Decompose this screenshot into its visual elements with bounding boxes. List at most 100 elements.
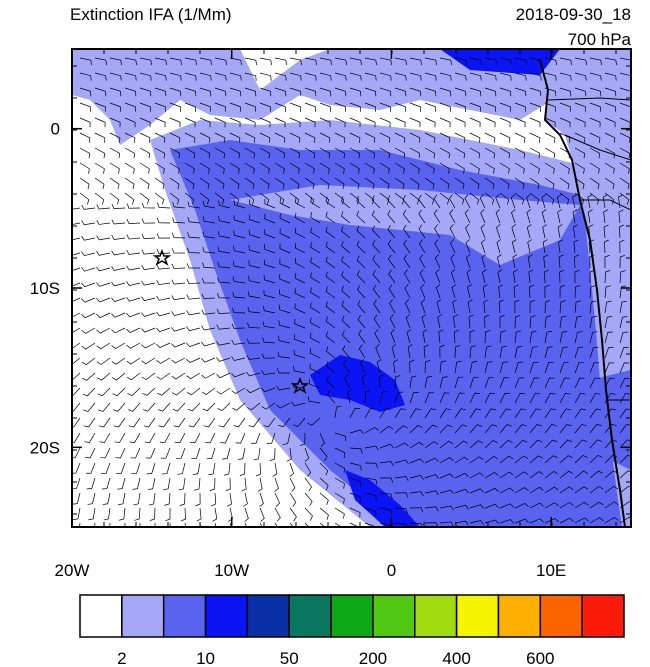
wind-barb xyxy=(231,372,246,378)
wind-barb xyxy=(372,269,381,284)
colorbar-label: 200 xyxy=(359,649,387,667)
wind-barb xyxy=(409,147,421,159)
wind-barb xyxy=(469,132,481,143)
wind-barb xyxy=(544,315,552,329)
wind-barb xyxy=(469,392,480,404)
wind-barb xyxy=(72,372,81,381)
wind-barb xyxy=(171,263,186,269)
wind-barb xyxy=(394,177,405,190)
wind-barb xyxy=(214,147,226,159)
wind-barb xyxy=(309,363,321,374)
wind-barb xyxy=(327,390,336,404)
wind-barb xyxy=(514,177,525,190)
wind-barb xyxy=(527,254,533,269)
wind-barb xyxy=(379,492,393,499)
wind-barb xyxy=(424,87,437,97)
wind-barb xyxy=(154,162,165,174)
wind-barb xyxy=(469,192,480,205)
wind-barb xyxy=(199,102,211,112)
wind-barb xyxy=(529,361,539,374)
wind-barb xyxy=(484,440,498,449)
wind-barb xyxy=(495,209,501,224)
wind-barb xyxy=(495,194,501,209)
wind-barb xyxy=(454,192,465,205)
wind-barb xyxy=(464,194,471,209)
wind-barb xyxy=(205,432,216,444)
wind-barb xyxy=(604,316,613,329)
wind-barb xyxy=(484,147,496,159)
wind-barb xyxy=(81,312,96,319)
wind-barb xyxy=(499,87,512,97)
wind-barb xyxy=(409,408,421,419)
wind-barb xyxy=(424,474,439,479)
wind-barb xyxy=(544,470,559,479)
wind-barb xyxy=(619,192,630,205)
wind-barb xyxy=(589,177,600,190)
wind-barb xyxy=(529,502,544,509)
wind-barb xyxy=(480,224,486,239)
wind-barb xyxy=(180,507,186,522)
wind-barb xyxy=(469,504,484,509)
wind-barb xyxy=(310,287,321,299)
wind-barb xyxy=(126,218,141,224)
wind-barb xyxy=(214,72,227,81)
wind-barb xyxy=(326,375,336,389)
wind-barb xyxy=(409,177,420,190)
wind-barb xyxy=(72,252,81,256)
wind-barb xyxy=(449,224,456,239)
wind-barb xyxy=(244,57,257,66)
wind-barb xyxy=(439,87,452,97)
wind-barb xyxy=(602,194,608,209)
wind-barb xyxy=(393,359,399,374)
wind-barb xyxy=(379,147,391,159)
wind-barb xyxy=(529,177,540,190)
wind-barb xyxy=(514,424,527,434)
wind-barb xyxy=(325,271,336,284)
wind-barb xyxy=(202,247,216,254)
wind-barb xyxy=(589,162,600,174)
wind-barb xyxy=(247,291,261,299)
wind-barb xyxy=(216,340,231,346)
wind-barb xyxy=(574,72,587,81)
wind-barb xyxy=(409,117,421,128)
wind-barb xyxy=(274,87,287,97)
title: Extinction IFA (1/Mm) xyxy=(70,5,232,24)
wind-barb xyxy=(544,147,556,159)
wind-barb xyxy=(572,209,578,224)
wind-barb xyxy=(484,503,499,509)
wind-barb xyxy=(126,357,141,365)
wind-barb xyxy=(160,447,171,459)
wind-barb xyxy=(499,345,507,359)
wind-barb xyxy=(529,132,541,143)
wind-barb xyxy=(124,72,137,81)
wind-barb xyxy=(454,376,464,389)
wind-barb xyxy=(195,492,201,507)
wind-barb xyxy=(484,314,490,329)
wind-barb xyxy=(465,254,471,269)
wind-barb xyxy=(498,299,504,314)
wind-barb xyxy=(587,194,593,209)
wind-barb xyxy=(618,224,624,239)
wind-barb xyxy=(154,147,166,159)
wind-barb xyxy=(141,265,156,270)
wind-barb xyxy=(469,472,484,479)
wind-barb xyxy=(364,162,375,174)
wind-barb xyxy=(94,132,106,143)
wind-barb xyxy=(349,447,363,454)
wind-barb xyxy=(156,372,171,380)
wind-barb xyxy=(559,87,572,97)
wind-barb xyxy=(484,102,496,112)
colorbar-box xyxy=(330,594,374,638)
wind-barb xyxy=(156,342,171,348)
wind-barb xyxy=(454,360,462,374)
wind-barb xyxy=(356,225,366,239)
wind-barb xyxy=(289,522,294,527)
wind-barb xyxy=(499,57,512,66)
wind-barb xyxy=(439,177,450,190)
wind-barb xyxy=(246,338,261,344)
wind-barb xyxy=(394,192,405,205)
wind-barb xyxy=(126,372,141,381)
wind-barb xyxy=(109,102,121,112)
time: 2018-09-30_18 xyxy=(516,5,631,24)
wind-barb xyxy=(454,488,469,494)
